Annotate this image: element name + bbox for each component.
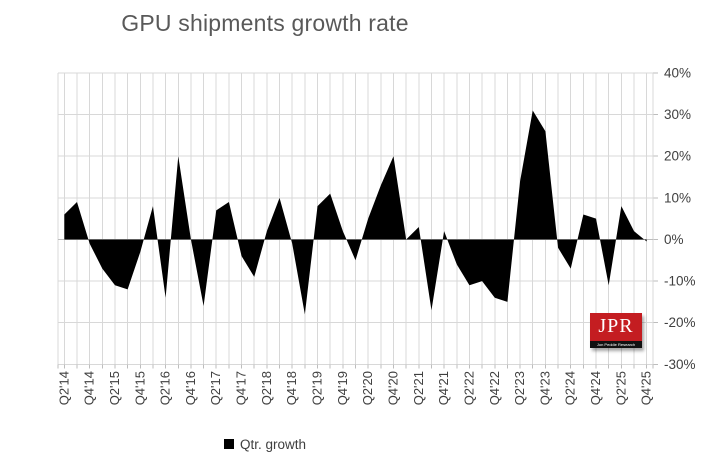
chart-title: GPU shipments growth rate (121, 10, 409, 36)
legend-label: Qtr. growth (240, 436, 307, 452)
x-axis-label: Q4'17 (234, 371, 249, 405)
x-axis-label: Q4'16 (183, 371, 198, 405)
y-axis-label: 20% (664, 149, 691, 164)
x-axis-label: Q2'21 (411, 371, 426, 405)
y-axis-label: -10% (664, 274, 696, 289)
x-axis-label: Q2'17 (208, 371, 223, 405)
x-axis-label: Q2'20 (360, 371, 375, 405)
x-axis-label: Q2'19 (310, 371, 325, 405)
jpr-logo-acronym: JPR (590, 313, 642, 341)
x-axis-label: Q4'14 (82, 371, 97, 405)
x-axis-label: Q2'25 (613, 371, 628, 405)
x-axis-label: Q2'23 (512, 371, 527, 405)
x-axis-label: Q2'15 (107, 371, 122, 405)
jpr-logo-subtitle: Jon Peddie Research (590, 341, 642, 348)
y-axis-label: 10% (664, 190, 691, 205)
x-axis-label: Q4'22 (487, 371, 502, 405)
y-axis-label: 0% (664, 232, 684, 247)
x-axis-label: Q4'19 (335, 371, 350, 405)
x-axis-label: Q2'14 (56, 371, 71, 405)
legend-swatch-icon (224, 439, 234, 449)
x-axis-label: Q4'15 (132, 371, 147, 405)
y-axis-label: -30% (664, 357, 696, 372)
y-axis-label: 30% (664, 107, 691, 122)
x-axis-label: Q4'21 (436, 371, 451, 405)
x-axis-label: Q4'23 (537, 371, 552, 405)
x-axis-label: Q2'22 (461, 371, 476, 405)
legend: Qtr. growth (224, 436, 306, 452)
area-series-qtr-growth (64, 110, 647, 315)
y-axis-label: -20% (664, 315, 696, 330)
x-axis-label: Q2'16 (158, 371, 173, 405)
x-axis-label: Q4'25 (639, 371, 654, 405)
x-axis-label: Q4'20 (385, 371, 400, 405)
x-axis-label: Q4'18 (284, 371, 299, 405)
x-axis-label: Q2'18 (259, 371, 274, 405)
jpr-logo: JPR Jon Peddie Research (590, 313, 642, 348)
y-axis-label: 40% (664, 66, 691, 81)
x-axis-label: Q2'24 (563, 371, 578, 405)
x-axis-label: Q4'24 (588, 371, 603, 405)
